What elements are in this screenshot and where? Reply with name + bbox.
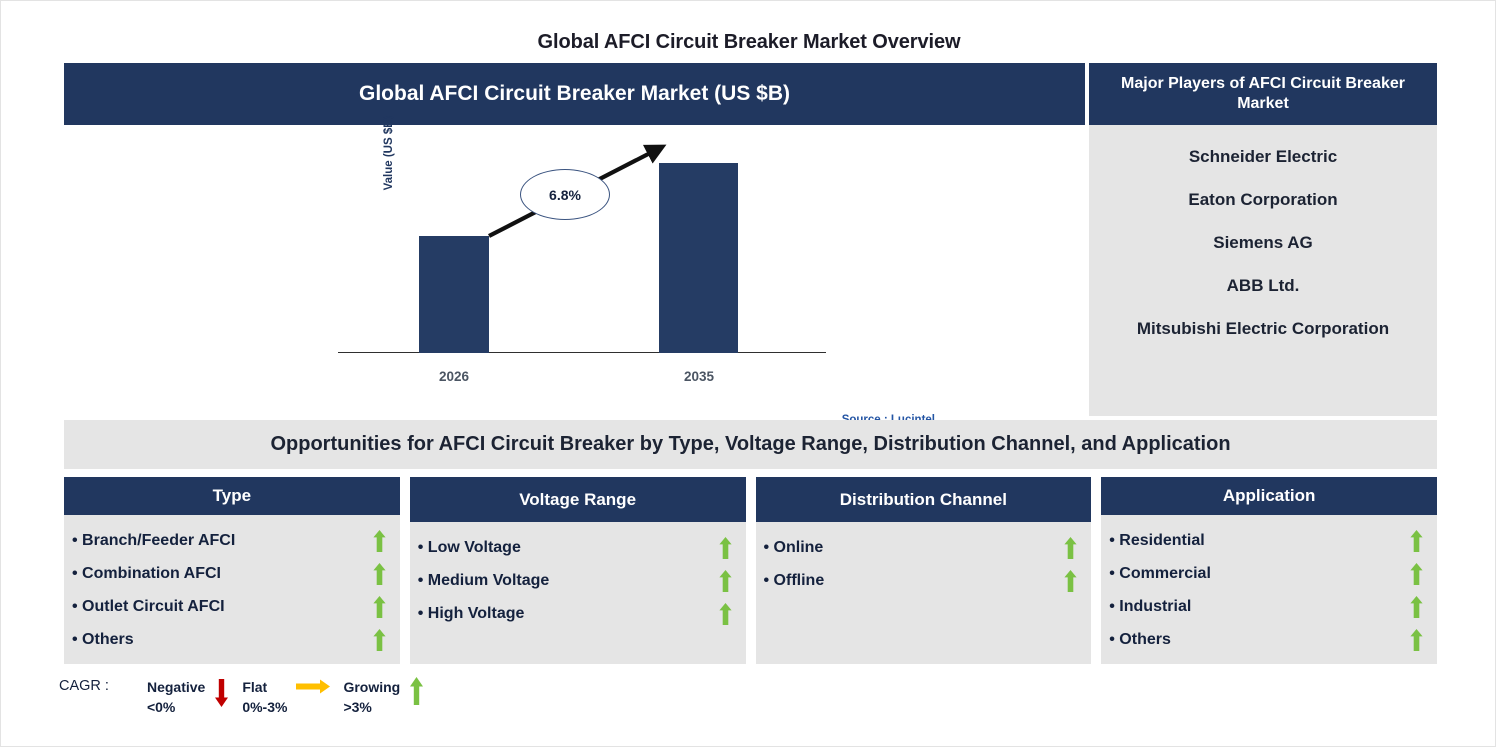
legend-negative-range: <0% [146,699,176,716]
chart-bars-container: 2026 2035 6.8% [338,125,826,416]
chart-x-axis-line [338,351,826,353]
arrow-up-icon [373,595,386,618]
legend-growing-name: Growing [343,679,401,695]
list-item: • Medium Voltage [418,564,732,597]
segment-item-label: • Low Voltage [417,538,521,556]
list-item: • Combination AFCI [72,557,386,590]
arrow-up-icon [1064,569,1077,592]
segment-item-label: • Outlet Circuit AFCI [72,597,225,615]
major-players-title: Major Players of AFCI Circuit Breaker Ma… [1089,63,1437,125]
segment-items: • Online • Offline [755,522,1092,664]
segment-items: • Residential • Commercial • Industrial … [1101,515,1437,664]
page-title: Global AFCI Circuit Breaker Market Overv… [537,31,961,53]
segment-title: Application [1101,477,1437,515]
cagr-legend: CAGR : Negative <0% Flat 0%-3% Growing >… [59,677,437,718]
arrow-up-icon [1410,529,1423,552]
cagr-legend-title: CAGR : [59,678,109,694]
arrow-up-icon [718,536,732,559]
segment-title: Distribution Channel [755,477,1092,522]
legend-growing-range: >3% [343,699,372,716]
arrow-up-icon [373,529,386,552]
list-item: • Offline [764,564,1078,597]
segment-application: Application • Residential • Commercial •… [1101,477,1437,664]
segment-item-label: • Branch/Feeder AFCI [72,531,236,549]
segment-item-label: • Industrial [1109,597,1192,615]
legend-flat-range: 0%-3% [242,699,288,716]
arrow-up-icon [1410,628,1423,651]
segment-distribution-channel: Distribution Channel • Online • Offline [755,477,1092,664]
legend-flat-name: Flat [242,679,268,695]
arrow-right-icon [296,679,331,694]
segment-item-label: • Others [1109,630,1171,648]
list-item: Mitsubishi Electric Corporation [1136,319,1390,338]
list-item: • High Voltage [418,597,732,630]
arrow-up-icon [1064,536,1077,559]
segment-item-label: • Residential [1109,531,1205,549]
segment-items: • Low Voltage • Medium Voltage • High Vo… [409,522,746,664]
arrow-up-icon [1410,595,1423,618]
segment-item-label: • Medium Voltage [417,571,550,589]
legend-entry-growing: Growing >3% [343,677,433,718]
market-chart-card: Global AFCI Circuit Breaker Market (US $… [64,63,1085,426]
chart-plot-area: Value (US $B) 2026 2035 6.8% So [64,116,1085,426]
list-item: ABB Ltd. [1226,276,1300,295]
segment-voltage-range: Voltage Range • Low Voltage • Medium Vol… [409,477,746,664]
major-players-card: Major Players of AFCI Circuit Breaker Ma… [1089,63,1437,416]
major-players-list: Schneider Electric Eaton Corporation Sie… [1089,125,1437,416]
legend-growing-text: Growing >3% [343,677,400,718]
segment-item-label: • Commercial [1109,564,1211,582]
bar-2026 [419,236,489,353]
cagr-value-bubble: 6.8% [520,169,610,220]
chart-card-title: Global AFCI Circuit Breaker Market (US $… [64,63,1085,125]
list-item: • Outlet Circuit AFCI [72,590,386,623]
x-tick-label-2026: 2026 [438,369,470,384]
list-item: • Others [1109,623,1423,656]
list-item: • Industrial [1109,590,1423,623]
list-item: Siemens AG [1213,233,1313,252]
arrow-up-icon [1410,562,1423,585]
segment-title: Type [64,477,400,515]
legend-flat-text: Flat 0%-3% [242,677,287,718]
legend-entry-flat: Flat 0%-3% [242,677,339,718]
bar-2035 [659,163,738,353]
arrow-up-icon [373,628,386,651]
legend-negative-name: Negative [146,679,206,695]
list-item: • Residential [1109,524,1423,557]
list-item: Schneider Electric [1188,147,1338,166]
segment-item-label: • Offline [763,571,825,589]
segment-type: Type • Branch/Feeder AFCI • Combination … [64,477,400,664]
legend-entry-negative: Negative <0% [147,677,238,718]
segment-item-label: • Online [763,538,824,556]
arrow-up-icon [410,677,424,705]
legend-negative-text: Negative <0% [147,677,205,718]
arrow-down-icon [215,679,229,707]
list-item: • Branch/Feeder AFCI [72,524,386,557]
list-item: • Low Voltage [418,531,732,564]
list-item: • Commercial [1109,557,1423,590]
arrow-up-icon [718,602,732,625]
segment-items: • Branch/Feeder AFCI • Combination AFCI … [64,515,400,664]
arrow-up-icon [718,569,732,592]
segment-item-label: • High Voltage [417,604,525,622]
segment-title: Voltage Range [409,477,746,522]
segment-item-label: • Combination AFCI [72,564,221,582]
list-item: • Online [764,531,1078,564]
list-item: Eaton Corporation [1188,190,1338,209]
x-tick-label-2035: 2035 [683,369,715,384]
arrow-up-icon [373,562,386,585]
list-item: • Others [72,623,386,656]
opportunities-banner: Opportunities for AFCI Circuit Breaker b… [64,420,1437,469]
segment-item-label: • Others [72,630,134,648]
segments-container: Type • Branch/Feeder AFCI • Combination … [64,477,1437,664]
